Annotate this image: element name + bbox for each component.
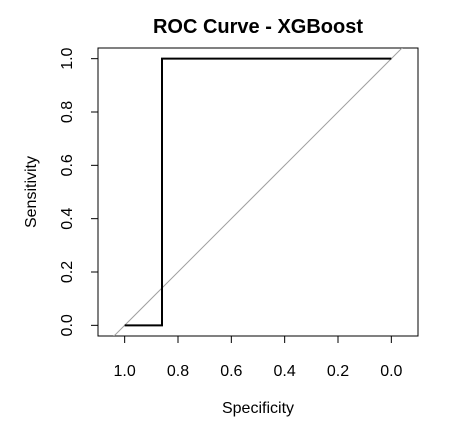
y-tick-label: 0.6 xyxy=(59,154,76,176)
chart-title: ROC Curve - XGBoost xyxy=(153,16,363,38)
y-tick-label: 0.2 xyxy=(59,261,76,283)
x-axis: 1.0 0.8 0.6 0.4 0.2 0.0 xyxy=(114,335,403,380)
roc-curve-line xyxy=(124,57,392,327)
x-tick-label: 0.6 xyxy=(220,363,242,380)
y-axis-label: Sensitivity xyxy=(23,156,40,228)
y-tick-label: 1.0 xyxy=(59,47,76,69)
y-axis: 0.0 0.2 0.4 0.6 0.8 1.0 xyxy=(59,47,99,336)
x-tick-label: 0.8 xyxy=(167,363,189,380)
x-tick-label: 1.0 xyxy=(114,363,136,380)
x-axis-label: Specificity xyxy=(222,400,294,417)
plot-area xyxy=(113,48,403,336)
x-tick-label: 0.2 xyxy=(327,363,349,380)
y-tick-label: 0.8 xyxy=(59,101,76,123)
x-tick-label: 0.0 xyxy=(380,363,402,380)
x-tick-label: 0.4 xyxy=(274,363,296,380)
reference-diagonal-line xyxy=(113,48,403,336)
y-tick-label: 0.0 xyxy=(59,314,76,336)
y-tick-label: 0.4 xyxy=(59,207,76,229)
